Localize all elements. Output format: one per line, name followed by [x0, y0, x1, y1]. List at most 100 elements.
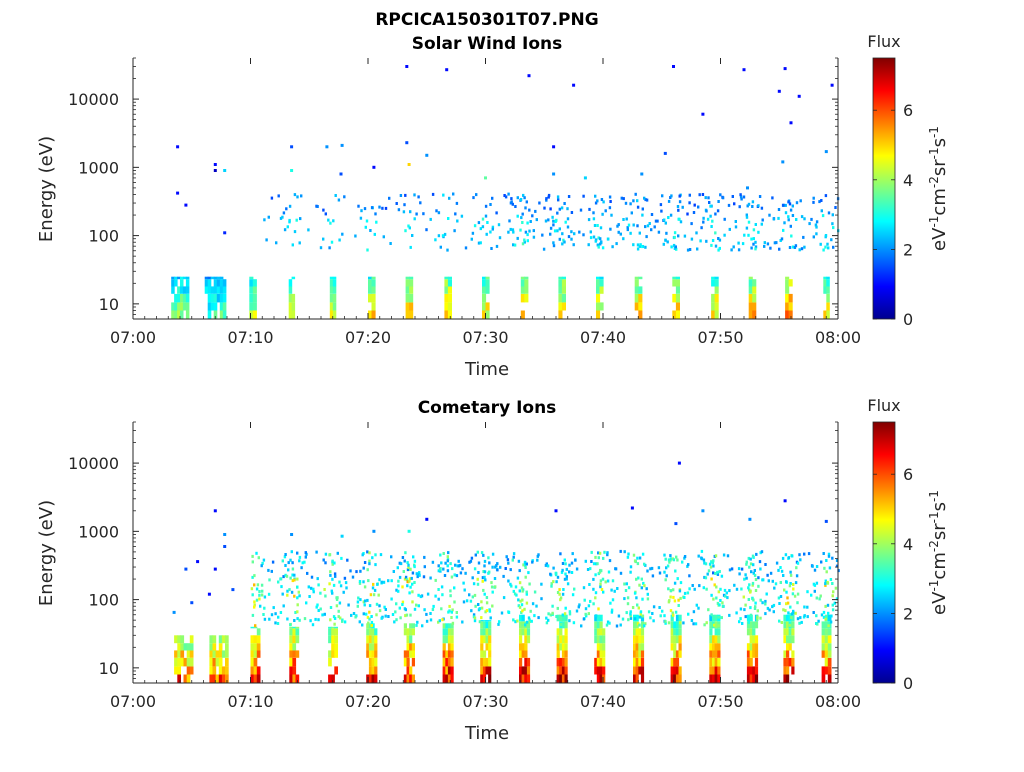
- flux-cell: [532, 229, 535, 233]
- flux-cell: [751, 200, 755, 204]
- flux-cell: [560, 206, 564, 210]
- flux-cell: [371, 556, 374, 560]
- flux-cell: [716, 601, 720, 605]
- flux-cell: [291, 276, 296, 280]
- flux-cell: [442, 193, 445, 197]
- flux-cell: [594, 591, 598, 595]
- flux-cell: [409, 568, 412, 571]
- flux-cell: [519, 674, 523, 683]
- flux-cell: [431, 192, 435, 196]
- flux-cell: [444, 302, 449, 311]
- flux-cell: [324, 212, 327, 216]
- flux-cell: [608, 621, 611, 625]
- flux-cell: [785, 590, 788, 594]
- flux-cell: [742, 595, 745, 599]
- flux-cell: [343, 195, 346, 199]
- flux-cell: [568, 619, 571, 623]
- flux-cell: [752, 674, 756, 683]
- y-tick-label: 10: [99, 659, 119, 678]
- y-tick-label: 10000: [68, 90, 119, 109]
- flux-cell: [769, 571, 773, 575]
- flux-cell: [728, 613, 731, 617]
- flux-cell: [748, 565, 751, 569]
- flux-cell: [295, 628, 300, 636]
- flux-cell: [332, 276, 337, 280]
- flux-cell: [417, 593, 420, 597]
- flux-cell: [225, 657, 229, 667]
- flux-cell: [670, 245, 673, 249]
- flux-cell: [346, 558, 349, 562]
- flux-cell: [449, 594, 452, 598]
- flux-cell: [537, 616, 540, 620]
- flux-cell: [644, 225, 647, 229]
- flux-cell: [711, 239, 715, 242]
- flux-cell: [784, 609, 787, 613]
- x-tick-label: 07:20: [345, 328, 391, 347]
- flux-cell: [249, 293, 254, 303]
- flux-point: [824, 519, 828, 523]
- flux-cell: [219, 279, 224, 287]
- flux-cell: [678, 217, 681, 221]
- flux-cell: [698, 584, 701, 588]
- flux-cell: [480, 616, 483, 620]
- flux-cell: [526, 666, 531, 675]
- flux-cell: [677, 598, 680, 602]
- flux-cell: [596, 243, 599, 247]
- flux-cell: [638, 623, 641, 627]
- flux-cell: [309, 619, 312, 623]
- flux-cell: [491, 196, 494, 200]
- flux-cell: [740, 587, 743, 591]
- flux-cell: [328, 657, 332, 667]
- flux-cell: [830, 614, 833, 618]
- flux-point: [407, 163, 411, 166]
- flux-cell: [740, 197, 743, 201]
- flux-cell: [640, 621, 645, 629]
- flux-cell: [209, 657, 214, 667]
- flux-cell: [329, 286, 334, 294]
- flux-cell: [293, 230, 297, 234]
- burst-column: [556, 614, 568, 683]
- flux-cell: [837, 569, 840, 573]
- flux-point: [554, 509, 558, 513]
- flux-cell: [549, 613, 552, 617]
- flux-point: [674, 522, 678, 526]
- flux-cell: [363, 585, 367, 589]
- flux-cell: [468, 560, 471, 564]
- flux-cell: [781, 556, 785, 560]
- spectrogram-solar-wind: [171, 65, 840, 319]
- flux-cell: [250, 635, 255, 644]
- flux-cell: [374, 666, 378, 675]
- flux-cell: [292, 628, 297, 636]
- flux-cell: [778, 602, 781, 605]
- burst-column: [368, 276, 376, 319]
- flux-cell: [416, 620, 419, 624]
- scatter-band: [263, 192, 840, 252]
- flux-cell: [332, 302, 337, 311]
- flux-cell: [745, 560, 748, 564]
- flux-cell: [617, 223, 620, 227]
- flux-cell: [444, 286, 449, 294]
- flux-cell: [709, 666, 713, 675]
- panel-title-cometary: Cometary Ions: [418, 398, 557, 418]
- flux-cell: [337, 615, 340, 619]
- flux-cell: [204, 279, 209, 287]
- flux-cell: [561, 666, 566, 675]
- flux-cell: [541, 233, 544, 237]
- flux-cell: [745, 226, 749, 230]
- flux-cell: [635, 628, 639, 636]
- flux-cell: [207, 279, 212, 287]
- flux-cell: [637, 606, 640, 610]
- flux-cell: [473, 593, 477, 597]
- flux-cell: [298, 618, 301, 622]
- flux-cell: [207, 310, 212, 319]
- flux-cell: [338, 580, 341, 584]
- flux-cell: [281, 559, 284, 563]
- flux-cell: [477, 221, 481, 225]
- flux-cell: [535, 218, 538, 222]
- flux-cell: [477, 603, 480, 606]
- flux-cell: [745, 213, 748, 217]
- flux-cell: [552, 223, 555, 227]
- flux-cell: [295, 674, 300, 683]
- flux-cell: [182, 276, 187, 280]
- flux-cell: [469, 559, 473, 563]
